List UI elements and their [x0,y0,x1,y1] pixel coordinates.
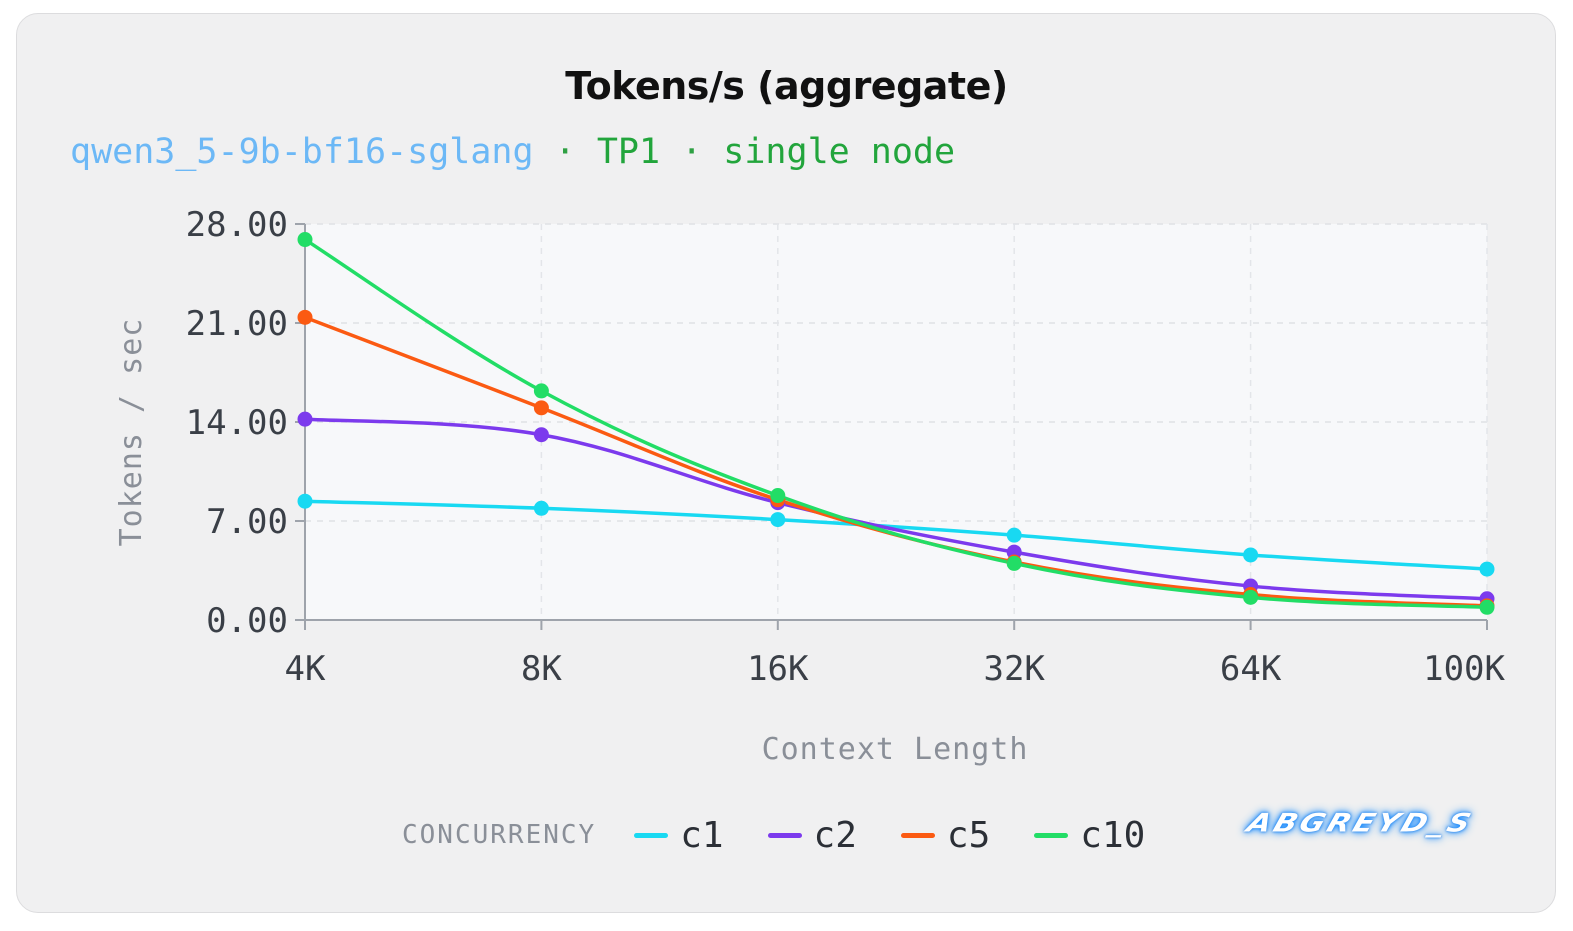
subtitle-node: single node [723,132,956,172]
data-point-c10-100K [1479,599,1495,615]
legend-swatch-c5 [900,832,935,838]
x-axis-label: Context Length [762,732,1029,767]
data-point-c5-4K [297,309,313,325]
legend-swatch-c2 [767,832,802,838]
watermark-logo: ABGREYD_S [1243,808,1478,839]
data-point-c1-4K [297,493,313,509]
series-line-c2 [303,417,1489,601]
legend: CONCURRENCY c1 c2 c5 c10 [402,810,1189,860]
y-axis-label: Tokens / sec [114,318,149,547]
x-tick-label-0: 4K [285,649,326,689]
data-point-c10-4K [297,232,313,248]
y-tick-label-1: 7.00 [206,502,288,542]
subtitle-separator-2: · [681,132,703,172]
data-point-c1-64K [1243,547,1259,563]
legend-title: CONCURRENCY [402,820,597,850]
x-tick-label-5: 100K [1423,649,1505,689]
legend-item-c5[interactable]: c5 [900,814,991,856]
legend-item-c2[interactable]: c2 [767,814,857,856]
data-point-c1-8K [533,500,549,516]
x-tick-label-2: 16K [747,649,809,689]
data-point-c1-16K [770,512,786,528]
legend-label-c2: c2 [813,814,857,856]
x-tick-label-3: 32K [983,649,1045,689]
x-tick-label-4: 64K [1220,649,1282,689]
legend-item-c10[interactable]: c10 [1034,815,1145,856]
legend-label-c5: c5 [946,814,991,856]
chart-title: Tokens/s (aggregate) [565,64,1008,108]
subtitle-tp: TP1 [596,132,661,172]
data-point-c1-100K [1479,561,1495,577]
data-point-c10-8K [533,383,549,399]
series-line-c1 [303,499,1489,571]
y-tick-label-4: 28.00 [186,205,288,245]
legend-label-c10: c10 [1080,814,1146,856]
legend-item-c1[interactable]: c1 [634,814,724,856]
x-tick-label-1: 8K [521,649,562,689]
data-point-c5-8K [533,400,549,416]
series-line-c10 [303,237,1489,610]
data-point-c2-8K [533,427,549,443]
legend-label-c1: c1 [680,814,724,856]
data-point-c2-4K [297,411,313,427]
y-tick-label-2: 14.00 [186,403,288,443]
legend-swatch-c10 [1034,832,1069,838]
data-point-c1-32K [1006,527,1022,543]
subtitle-model: qwen3_5-9b-bf16-sglang [70,132,534,172]
chart-subtitle: qwen3_5-9b-bf16-sglang · TP1 · single no… [70,132,955,172]
data-point-c10-16K [770,488,786,504]
y-tick-label-3: 21.00 [186,304,288,344]
data-point-c10-32K [1006,555,1022,571]
subtitle-separator-1: · [554,132,576,172]
legend-swatch-c1 [634,832,669,838]
data-point-c10-64K [1243,589,1259,605]
y-tick-label-0: 0.00 [206,601,288,641]
